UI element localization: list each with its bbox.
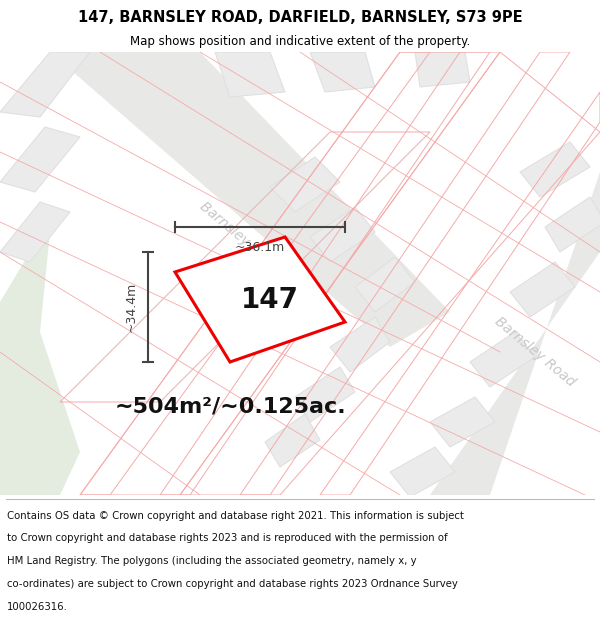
Polygon shape xyxy=(510,262,575,317)
Polygon shape xyxy=(50,52,450,347)
Polygon shape xyxy=(0,202,70,262)
Text: Barnsley Road: Barnsley Road xyxy=(197,199,283,274)
Polygon shape xyxy=(295,367,355,422)
Polygon shape xyxy=(0,127,80,192)
Text: Contains OS data © Crown copyright and database right 2021. This information is : Contains OS data © Crown copyright and d… xyxy=(7,511,464,521)
Polygon shape xyxy=(430,397,495,447)
Polygon shape xyxy=(0,52,90,117)
Text: Barnsley Road: Barnsley Road xyxy=(492,314,578,389)
Polygon shape xyxy=(330,317,390,372)
Polygon shape xyxy=(545,197,600,252)
Polygon shape xyxy=(175,237,345,362)
Polygon shape xyxy=(520,142,590,197)
Polygon shape xyxy=(430,172,600,495)
Text: Map shows position and indicative extent of the property.: Map shows position and indicative extent… xyxy=(130,36,470,48)
Text: co-ordinates) are subject to Crown copyright and database rights 2023 Ordnance S: co-ordinates) are subject to Crown copyr… xyxy=(7,579,458,589)
Polygon shape xyxy=(215,52,285,97)
Polygon shape xyxy=(415,52,470,87)
Text: 100026316.: 100026316. xyxy=(7,602,68,612)
Text: ~504m²/~0.125ac.: ~504m²/~0.125ac. xyxy=(114,397,346,417)
Text: ~36.1m: ~36.1m xyxy=(235,241,285,254)
Polygon shape xyxy=(270,157,340,212)
Polygon shape xyxy=(265,414,320,467)
Polygon shape xyxy=(390,447,455,497)
Polygon shape xyxy=(470,332,535,387)
Text: HM Land Registry. The polygons (including the associated geometry, namely x, y: HM Land Registry. The polygons (includin… xyxy=(7,556,417,566)
Polygon shape xyxy=(0,232,80,495)
Polygon shape xyxy=(310,207,375,262)
Polygon shape xyxy=(310,52,375,92)
Text: 147: 147 xyxy=(241,286,299,314)
Text: ~34.4m: ~34.4m xyxy=(125,282,138,332)
Polygon shape xyxy=(355,257,415,312)
Text: to Crown copyright and database rights 2023 and is reproduced with the permissio: to Crown copyright and database rights 2… xyxy=(7,533,448,543)
Text: 147, BARNSLEY ROAD, DARFIELD, BARNSLEY, S73 9PE: 147, BARNSLEY ROAD, DARFIELD, BARNSLEY, … xyxy=(77,11,523,26)
